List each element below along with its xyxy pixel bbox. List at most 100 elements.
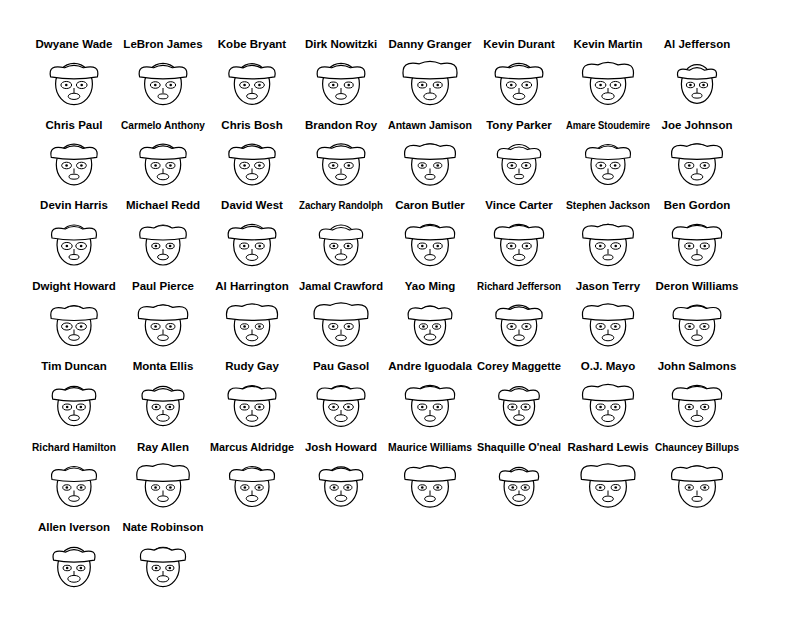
- eye: [701, 404, 709, 409]
- face: [499, 387, 540, 426]
- pupil: [703, 245, 706, 248]
- face: [582, 62, 633, 104]
- player-name: Joe Johnson: [662, 119, 733, 131]
- eye: [329, 324, 338, 330]
- eye: [686, 82, 694, 87]
- nose: [74, 249, 75, 254]
- eye: [418, 82, 427, 88]
- nose: [608, 410, 609, 415]
- face: [581, 464, 635, 507]
- nose: [608, 330, 609, 335]
- pupil: [510, 84, 513, 87]
- pupil: [80, 84, 83, 87]
- mouth: [68, 93, 80, 99]
- mouth: [692, 335, 703, 341]
- hat: [53, 550, 95, 563]
- nose: [74, 410, 75, 415]
- face: [319, 467, 363, 506]
- eye: [152, 404, 160, 409]
- eye: [76, 323, 87, 330]
- player-name: O.J. Mayo: [581, 360, 635, 372]
- pupil: [243, 406, 246, 409]
- eye: [685, 404, 693, 409]
- nose: [430, 491, 431, 496]
- eye: [240, 404, 249, 410]
- pupil: [688, 245, 691, 248]
- nose: [608, 491, 609, 496]
- nose: [519, 330, 520, 335]
- mouth: [246, 254, 258, 260]
- eye: [255, 162, 265, 169]
- pupil: [600, 164, 603, 167]
- hat: [51, 306, 98, 321]
- eye: [596, 404, 605, 410]
- mouth: [336, 174, 347, 180]
- mouth: [335, 415, 347, 422]
- player-name: Yao Ming: [405, 280, 455, 292]
- hat: [226, 304, 277, 321]
- mouth: [335, 254, 347, 260]
- nose: [430, 410, 431, 415]
- mouth: [603, 174, 614, 180]
- hat: [139, 65, 187, 79]
- eye: [151, 163, 160, 169]
- pupil: [688, 486, 691, 489]
- pupil: [436, 406, 439, 409]
- pupil: [65, 84, 68, 87]
- player-name: Paul Pierce: [132, 280, 194, 292]
- pupil: [333, 486, 336, 489]
- face: [229, 144, 275, 185]
- pupil: [510, 325, 513, 328]
- face: [140, 144, 186, 185]
- nose: [608, 169, 609, 174]
- eye: [344, 243, 352, 248]
- mouth: [158, 254, 169, 260]
- player-name: Vince Carter: [485, 199, 553, 211]
- pupil: [169, 325, 172, 328]
- face: [672, 144, 723, 185]
- eye: [521, 404, 530, 410]
- pupil: [599, 245, 602, 248]
- eye: [241, 485, 249, 490]
- eye: [507, 163, 516, 169]
- face: [52, 225, 97, 265]
- player-name: Josh Howard: [305, 441, 377, 453]
- nose: [252, 491, 253, 496]
- hat: [319, 228, 362, 241]
- pupil: [347, 406, 350, 409]
- player-name: David West: [221, 199, 283, 211]
- nose: [341, 169, 342, 174]
- mouth: [246, 495, 258, 501]
- eye: [522, 163, 531, 169]
- eye: [77, 485, 85, 490]
- player-name: Stephen Jackson: [566, 199, 650, 211]
- eye: [151, 324, 160, 330]
- pupil: [332, 84, 335, 87]
- face: [228, 224, 276, 265]
- face: [229, 64, 275, 105]
- face: [582, 304, 633, 346]
- face: [52, 467, 97, 507]
- mouth: [513, 495, 525, 502]
- player-name: Antawn Jamison: [388, 119, 472, 131]
- face: [405, 466, 456, 507]
- pupil: [511, 486, 514, 489]
- eye: [701, 485, 709, 490]
- nose: [163, 491, 164, 496]
- hat: [142, 389, 184, 402]
- pupil: [333, 245, 336, 248]
- mouth: [425, 416, 436, 422]
- eye: [344, 163, 353, 169]
- face: [319, 225, 362, 265]
- eye: [611, 404, 620, 410]
- mouth: [336, 335, 347, 341]
- face: [52, 386, 96, 425]
- chart: Dwyane WadeLeBron JamesKobe BryantDirk N…: [0, 0, 789, 625]
- pupil: [524, 486, 527, 489]
- hat: [50, 65, 98, 79]
- pupil: [599, 325, 602, 328]
- nose: [74, 330, 75, 335]
- hat: [52, 468, 97, 482]
- pupil: [421, 406, 424, 409]
- player-name: Brandon Roy: [305, 119, 378, 131]
